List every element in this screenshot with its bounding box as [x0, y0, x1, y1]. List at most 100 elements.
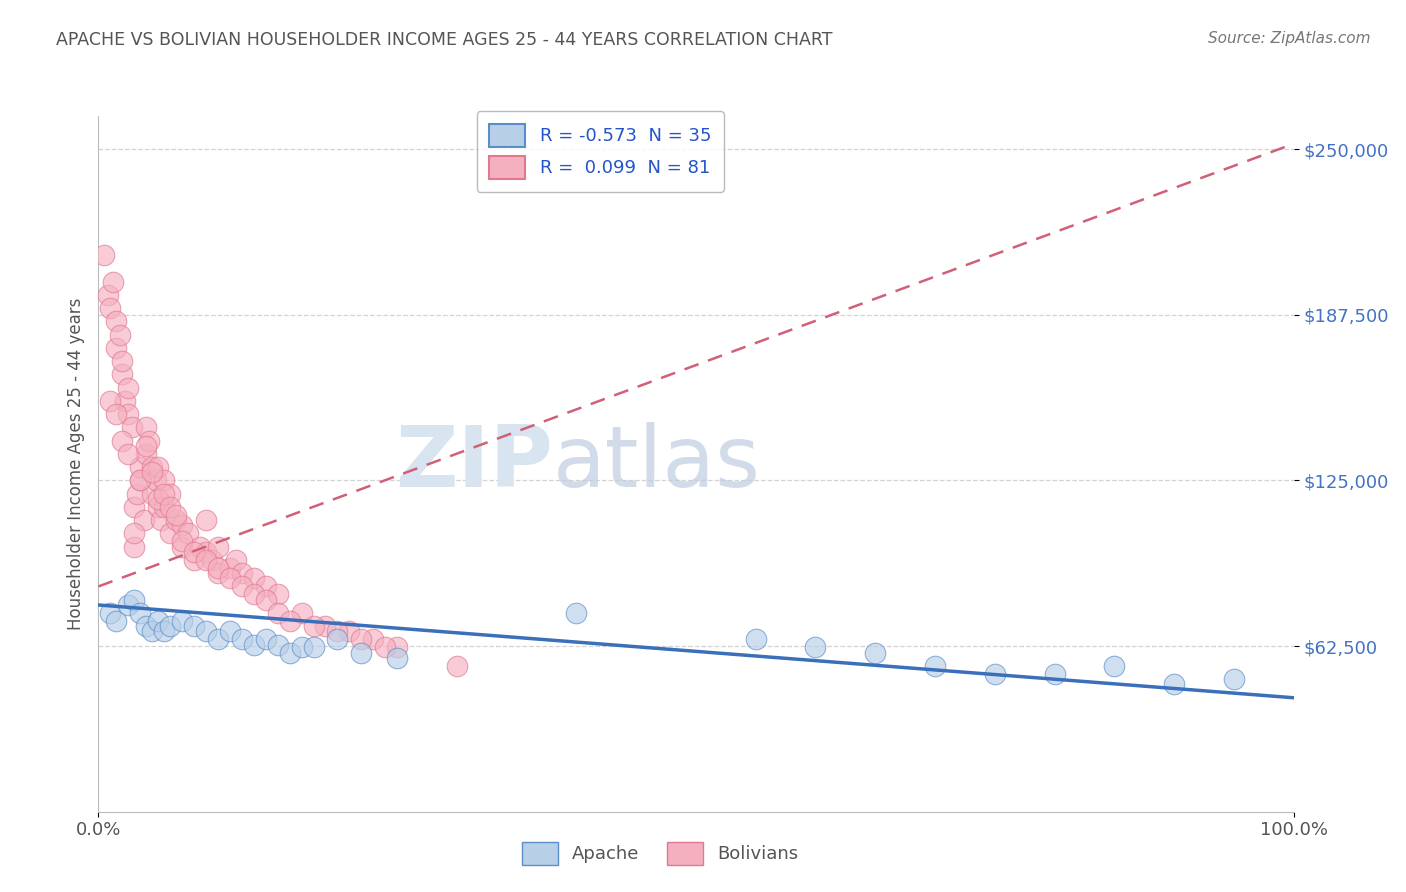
- Point: [385, 640, 409, 655]
- Point: [385, 651, 409, 665]
- Point: [1043, 666, 1066, 681]
- Point: [231, 566, 253, 581]
- Point: [148, 491, 170, 506]
- Point: [219, 572, 242, 586]
- Point: [302, 619, 325, 633]
- Point: [565, 606, 588, 620]
- Text: Source: ZipAtlas.com: Source: ZipAtlas.com: [1208, 31, 1371, 46]
- Point: [267, 638, 290, 652]
- Point: [129, 474, 152, 488]
- Point: [129, 460, 152, 475]
- Point: [165, 508, 187, 522]
- Point: [363, 632, 385, 647]
- Point: [132, 513, 155, 527]
- Point: [207, 561, 229, 575]
- Point: [350, 632, 373, 647]
- Point: [125, 486, 148, 500]
- Point: [201, 553, 224, 567]
- Point: [165, 513, 187, 527]
- Point: [326, 632, 349, 647]
- Point: [145, 474, 167, 488]
- Point: [290, 606, 312, 620]
- Point: [124, 526, 146, 541]
- Point: [135, 420, 157, 434]
- Point: [124, 592, 146, 607]
- Point: [254, 592, 277, 607]
- Point: [97, 288, 120, 302]
- Point: [350, 646, 373, 660]
- Point: [804, 640, 827, 655]
- Point: [267, 606, 290, 620]
- Point: [242, 638, 264, 652]
- Point: [93, 248, 115, 262]
- Point: [194, 545, 217, 559]
- Y-axis label: Householder Income Ages 25 - 44 years: Householder Income Ages 25 - 44 years: [66, 298, 84, 630]
- Point: [159, 486, 181, 500]
- Point: [194, 553, 217, 567]
- Point: [183, 545, 205, 559]
- Point: [207, 540, 229, 554]
- Text: ZIP: ZIP: [395, 422, 553, 506]
- Point: [302, 640, 325, 655]
- Point: [326, 624, 349, 639]
- Point: [141, 466, 163, 480]
- Point: [231, 579, 253, 593]
- Point: [207, 566, 229, 581]
- Point: [290, 640, 312, 655]
- Point: [242, 587, 264, 601]
- Point: [219, 624, 242, 639]
- Point: [111, 434, 134, 448]
- Point: [254, 579, 277, 593]
- Point: [278, 646, 301, 660]
- Point: [129, 606, 152, 620]
- Point: [129, 474, 152, 488]
- Point: [98, 301, 122, 315]
- Point: [863, 646, 886, 660]
- Point: [153, 500, 176, 514]
- Point: [337, 624, 360, 639]
- Point: [141, 486, 163, 500]
- Point: [1222, 672, 1246, 686]
- Point: [138, 434, 160, 448]
- Point: [101, 275, 124, 289]
- Point: [172, 614, 194, 628]
- Point: [1163, 677, 1185, 691]
- Point: [177, 526, 200, 541]
- Point: [105, 407, 128, 421]
- Point: [124, 540, 146, 554]
- Point: [124, 500, 146, 514]
- Point: [153, 474, 176, 488]
- Point: [105, 341, 128, 355]
- Point: [105, 314, 128, 328]
- Point: [159, 526, 181, 541]
- Point: [172, 540, 194, 554]
- Point: [111, 368, 134, 382]
- Point: [149, 513, 172, 527]
- Point: [172, 518, 194, 533]
- Point: [98, 606, 122, 620]
- Point: [374, 640, 396, 655]
- Point: [121, 420, 143, 434]
- Point: [111, 354, 134, 368]
- Text: atlas: atlas: [553, 422, 761, 506]
- Point: [117, 407, 139, 421]
- Text: APACHE VS BOLIVIAN HOUSEHOLDER INCOME AGES 25 - 44 YEARS CORRELATION CHART: APACHE VS BOLIVIAN HOUSEHOLDER INCOME AG…: [56, 31, 832, 49]
- Legend: Apache, Bolivians: Apache, Bolivians: [515, 835, 806, 872]
- Point: [254, 632, 277, 647]
- Point: [183, 553, 205, 567]
- Point: [225, 553, 247, 567]
- Point: [159, 500, 181, 514]
- Point: [153, 624, 176, 639]
- Point: [105, 614, 128, 628]
- Point: [117, 598, 139, 612]
- Point: [98, 393, 122, 408]
- Point: [315, 619, 337, 633]
- Point: [148, 614, 170, 628]
- Point: [219, 561, 242, 575]
- Point: [148, 460, 170, 475]
- Point: [924, 659, 946, 673]
- Point: [1102, 659, 1125, 673]
- Point: [278, 614, 301, 628]
- Point: [446, 659, 468, 673]
- Point: [745, 632, 768, 647]
